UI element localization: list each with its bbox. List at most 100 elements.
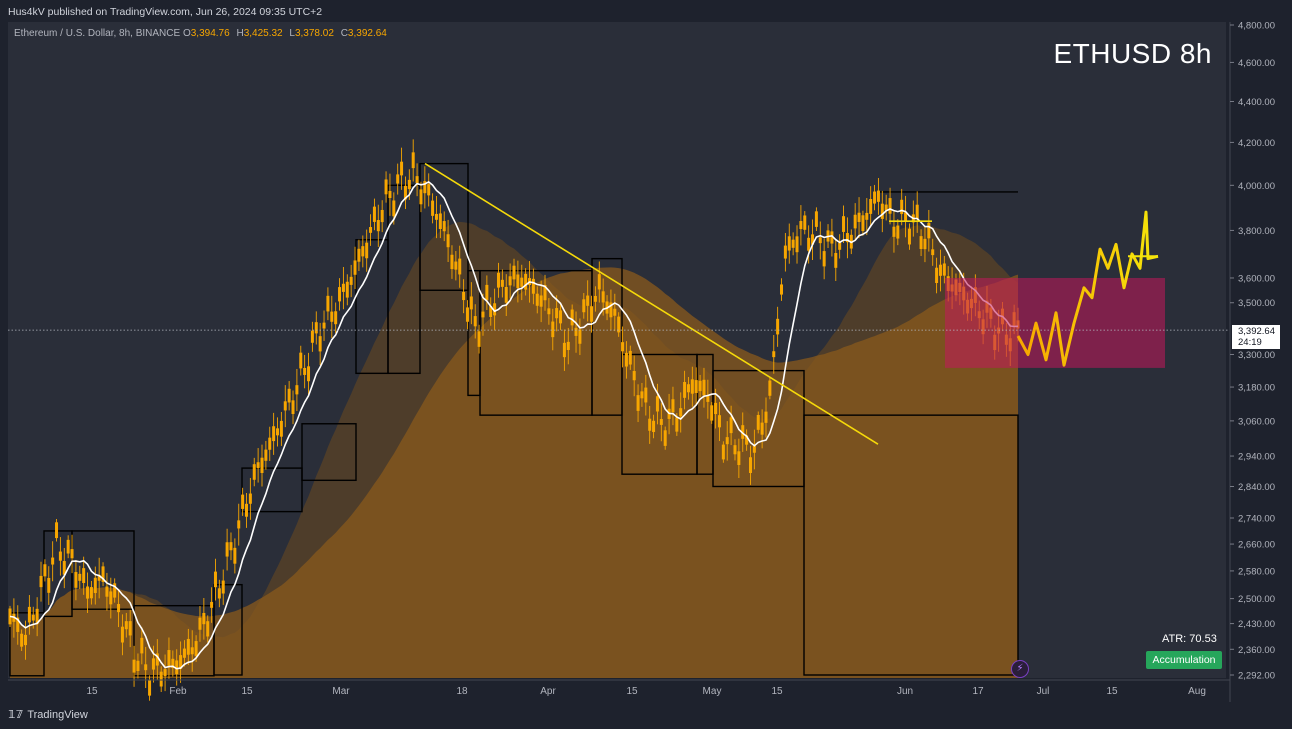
candle-body [353, 260, 357, 275]
candle-body [520, 277, 524, 287]
candle-body [547, 308, 551, 315]
range-box [419, 162, 469, 291]
candle-body [876, 190, 880, 202]
candle-body [276, 428, 280, 436]
close-value: 3,392.64 [347, 28, 387, 39]
candle-body [504, 286, 508, 303]
candle-body [535, 293, 539, 306]
candle-body [516, 274, 520, 289]
candle-body [942, 263, 946, 276]
candle-body [671, 399, 675, 413]
candle-body [745, 435, 749, 445]
candle-body [318, 336, 322, 352]
candle-body [675, 417, 679, 432]
candle-body [163, 669, 167, 677]
candle-body [733, 445, 737, 455]
open-value: 3,394.76 [190, 28, 230, 39]
candle-body [648, 418, 652, 431]
candle-body [772, 351, 776, 358]
y-tick-label: 3,180.00 [1238, 383, 1275, 394]
candle-body [884, 204, 888, 211]
y-tick-label: 3,800.00 [1238, 226, 1275, 237]
candle-body [454, 261, 458, 270]
candle-body [206, 621, 210, 637]
symbol-name: Ethereum / U.S. Dollar, 8h, BINANCE [14, 28, 181, 39]
candle-body [101, 566, 105, 582]
x-tick-label: 17 [972, 686, 984, 697]
candle-body [194, 641, 198, 656]
candle-body [873, 191, 877, 204]
candle-body [151, 658, 155, 670]
candle-body [252, 464, 256, 480]
candle-body [493, 303, 497, 316]
tradingview-mark-icon: 𝟙𝟟 [8, 709, 24, 721]
y-tick-label: 2,500.00 [1238, 594, 1275, 605]
candle-body [706, 396, 710, 402]
candle-body [202, 612, 206, 625]
y-tick-label: 3,060.00 [1238, 416, 1275, 427]
candle-body [78, 573, 82, 581]
candle-body [617, 316, 621, 333]
candle-body [814, 211, 818, 227]
y-tick-label: 4,600.00 [1238, 58, 1275, 69]
candle-body [411, 152, 415, 169]
tradingview-logo[interactable]: 𝟙𝟟 TradingView [8, 708, 88, 721]
open-label: O [182, 28, 191, 39]
candle-body [51, 557, 55, 565]
candle-body [935, 267, 939, 284]
x-tick-label: Apr [540, 686, 556, 697]
candle-body [562, 342, 566, 358]
candle-body [136, 660, 140, 672]
candle-body [628, 350, 632, 365]
candle-body [450, 254, 454, 270]
candle-body [338, 287, 342, 302]
y-tick-label: 4,800.00 [1238, 21, 1275, 32]
x-tick-label: 15 [771, 686, 783, 697]
candle-body [702, 379, 706, 396]
candle-body [287, 388, 291, 403]
candle-body [896, 225, 900, 239]
candle-body [938, 264, 942, 276]
accumulation-badge: Accumulation [1146, 651, 1222, 669]
x-tick-label: 15 [241, 686, 253, 697]
candle-body [834, 253, 838, 268]
candle-body [330, 311, 334, 322]
candle-body [931, 249, 935, 256]
candle-body [97, 574, 101, 581]
tradingview-text: TradingView [27, 709, 88, 721]
lightning-icon[interactable]: ⚡ [1011, 660, 1029, 678]
candle-body [427, 184, 431, 196]
candle-body [322, 322, 326, 329]
candle-body [256, 462, 260, 469]
candle-body [655, 396, 659, 412]
candle-body [842, 216, 846, 232]
candle-body [155, 653, 159, 666]
price-projection-path [1016, 210, 1159, 367]
candle-body [570, 309, 574, 326]
candle-body [811, 234, 815, 245]
candle-body [237, 520, 241, 529]
candle-body [888, 198, 892, 214]
candle-body [748, 457, 752, 474]
candle-body [465, 307, 469, 322]
candle-body [787, 236, 791, 251]
candle-body [679, 408, 683, 417]
candle-body [861, 215, 865, 232]
candle-body [186, 638, 190, 655]
range-box [301, 423, 357, 482]
candle-body [431, 200, 435, 216]
candle-body [190, 647, 194, 655]
candle-body [198, 617, 202, 630]
candle-body [446, 234, 450, 248]
candle-body [512, 265, 516, 280]
candle-body [124, 621, 128, 630]
candle-body [260, 457, 264, 473]
candle-body [24, 634, 28, 646]
candle-body [915, 204, 919, 220]
candle-body [388, 190, 392, 198]
candle-body [752, 445, 756, 453]
candle-body [593, 295, 597, 302]
candle-body [31, 614, 35, 621]
candle-body [326, 295, 330, 312]
